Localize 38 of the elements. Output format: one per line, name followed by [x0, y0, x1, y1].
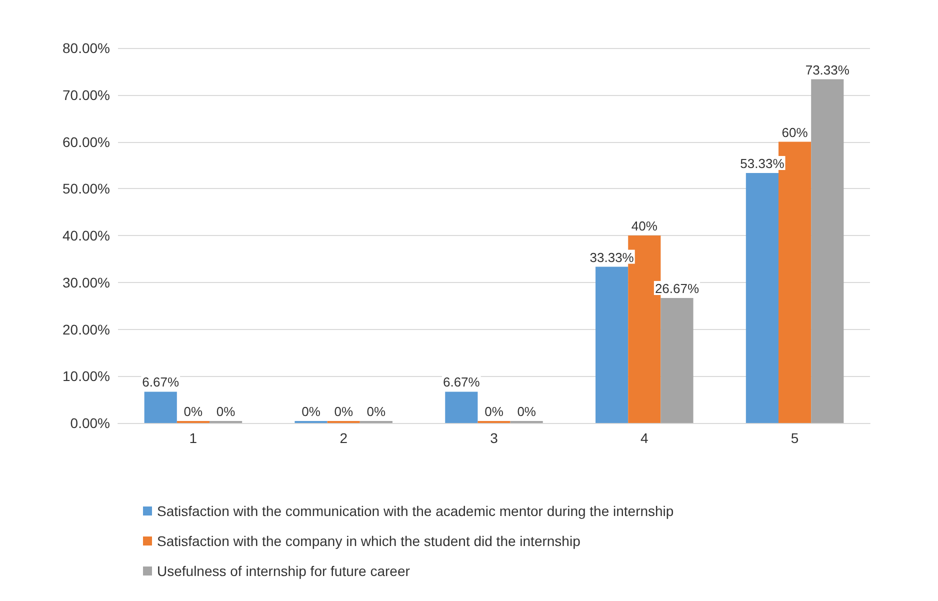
legend-label: Satisfaction with the communication with the academic mentor during the internship: [157, 503, 674, 519]
data-label: 0%: [216, 404, 236, 419]
data-label: 0%: [184, 404, 204, 419]
x-tick-label: 1: [189, 430, 198, 446]
data-label: 33.33%: [590, 250, 634, 265]
data-label: 0%: [366, 404, 386, 419]
data-label: 26.67%: [654, 280, 700, 296]
x-tick-label: 3: [490, 430, 498, 446]
bar: [660, 298, 694, 423]
x-tick-label: 5: [790, 430, 799, 446]
legend-label: Usefulness of internship for future career: [157, 563, 410, 579]
data-label: 0%: [334, 404, 354, 419]
bar: [811, 79, 844, 423]
x-tick-label: 4: [640, 430, 648, 446]
data-label: 53.33%: [740, 156, 785, 172]
y-tick-label: 10.00%: [62, 368, 110, 384]
bar: [445, 392, 478, 423]
y-tick-label: 70.00%: [62, 86, 110, 103]
y-tick-label: 20.00%: [62, 321, 110, 338]
y-tick-label: 60.00%: [62, 134, 110, 150]
data-label: 73.33%: [805, 62, 850, 78]
y-tick-label: 50.00%: [62, 180, 110, 197]
x-tick-label: 2: [340, 430, 348, 446]
legend-label: Satisfaction with the company in which the student did the internship: [157, 533, 581, 549]
bar: [144, 392, 177, 423]
y-tick-label: 0.00%: [70, 415, 110, 431]
y-tick-label: 30.00%: [62, 274, 110, 290]
data-label: 0%: [302, 404, 321, 419]
data-label: 60%: [782, 124, 808, 140]
data-label: 0%: [517, 404, 536, 419]
bar: [596, 266, 628, 423]
y-tick-label: 80.00%: [62, 40, 110, 56]
bar: [746, 173, 779, 423]
data-label: 6.67%: [142, 374, 180, 390]
data-label: 40%: [631, 218, 658, 234]
data-label: 0%: [484, 404, 504, 419]
data-label: 6.67%: [442, 374, 480, 390]
y-tick-label: 40.00%: [62, 228, 110, 244]
